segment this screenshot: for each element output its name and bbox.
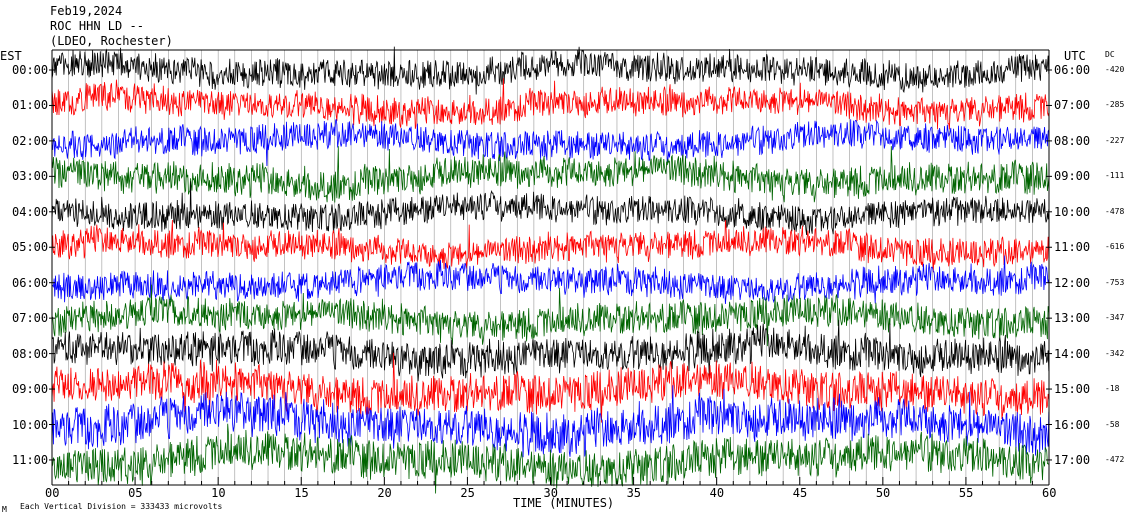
utc-label-4: 10:00 — [1054, 204, 1091, 219]
frame-layer — [49, 49, 1052, 486]
trace-row-5 — [51, 219, 1050, 273]
dc-value-6: -753 — [1105, 277, 1125, 287]
x-tick-label-00: 00 — [45, 486, 60, 500]
x-tick-label-20: 20 — [377, 486, 392, 500]
x-tick-label-15: 15 — [294, 486, 309, 500]
grid-layer — [68, 50, 1033, 485]
utc-label-1: 07:00 — [1054, 98, 1091, 113]
trace-row-7 — [51, 284, 1050, 347]
utc-label-7: 13:00 — [1054, 311, 1091, 326]
est-label-11: 11:00 — [12, 452, 49, 467]
utc-label-5: 11:00 — [1054, 240, 1091, 255]
dc-value-2: -227 — [1105, 135, 1125, 145]
x-tick-label-35: 35 — [626, 486, 642, 500]
trace-row-8 — [51, 320, 1050, 382]
dc-value-7: -347 — [1105, 313, 1125, 323]
corner-mark: M — [2, 505, 7, 514]
est-label-6: 06:00 — [12, 275, 49, 290]
x-tick-label-05: 05 — [128, 486, 143, 500]
x-axis-title: TIME (MINUTES) — [513, 496, 615, 510]
trace-row-3 — [51, 146, 1050, 203]
chart-date: Feb19,2024 — [50, 4, 123, 18]
est-label-0: 00:00 — [12, 63, 49, 77]
dc-value-3: -111 — [1105, 171, 1125, 181]
trace-row-10 — [51, 385, 1050, 458]
chart-location: (LDEO, Rochester) — [50, 34, 173, 48]
est-label-3: 03:00 — [12, 169, 49, 184]
dc-value-0: -420 — [1105, 65, 1125, 74]
dc-value-1: -285 — [1105, 100, 1125, 110]
dc-value-10: -58 — [1105, 419, 1120, 429]
x-tick-label-55: 55 — [958, 486, 974, 500]
scale-note: Each Vertical Division = 333433 microvol… — [20, 502, 223, 511]
dc-value-11: -472 — [1105, 454, 1125, 464]
x-tick-label-10: 10 — [211, 486, 226, 500]
utc-label-6: 12:00 — [1054, 275, 1091, 290]
est-label-10: 10:00 — [12, 417, 49, 432]
x-tick-label-60: 60 — [1042, 486, 1057, 500]
trace-layer — [51, 46, 1050, 494]
trace-row-11 — [51, 423, 1050, 494]
x-tick-label-30: 30 — [543, 486, 558, 500]
chart-station: ROC HHN LD -- — [50, 19, 144, 33]
est-label-7: 07:00 — [12, 311, 49, 326]
x-tick-label-45: 45 — [792, 486, 808, 500]
utc-label-8: 14:00 — [1054, 346, 1091, 361]
x-tick-label-25: 25 — [460, 486, 475, 500]
trace-row-0 — [51, 46, 1050, 95]
utc-label-11: 17:00 — [1054, 452, 1091, 467]
est-label-2: 02:00 — [12, 133, 49, 148]
trace-row-2 — [51, 119, 1050, 167]
utc-label-10: 16:00 — [1054, 417, 1091, 432]
est-label-1: 01:00 — [12, 98, 49, 113]
trace-row-6 — [51, 255, 1050, 305]
dc-value-8: -342 — [1105, 348, 1125, 358]
trace-row-4 — [51, 181, 1050, 236]
dc-value-4: -478 — [1105, 206, 1125, 216]
utc-label-2: 08:00 — [1054, 133, 1091, 148]
trace-row-1 — [51, 78, 1050, 130]
est-label-4: 04:00 — [12, 204, 49, 219]
utc-label-3: 09:00 — [1054, 169, 1091, 184]
utc-label-0: 06:00 — [1054, 63, 1091, 77]
est-label-9: 09:00 — [12, 382, 49, 397]
dc-label: DC — [1105, 50, 1115, 59]
right-axis-label: UTC — [1064, 49, 1086, 63]
trace-row-9 — [51, 352, 1050, 423]
left-axis-label: EST — [0, 49, 22, 63]
est-label-8: 08:00 — [12, 346, 49, 361]
x-tick-label-50: 50 — [875, 486, 891, 500]
dc-value-5: -616 — [1105, 242, 1125, 252]
utc-label-9: 15:00 — [1054, 382, 1091, 397]
dc-value-9: -18 — [1105, 384, 1120, 394]
est-label-5: 05:00 — [12, 240, 49, 255]
x-tick-label-40: 40 — [709, 486, 725, 500]
